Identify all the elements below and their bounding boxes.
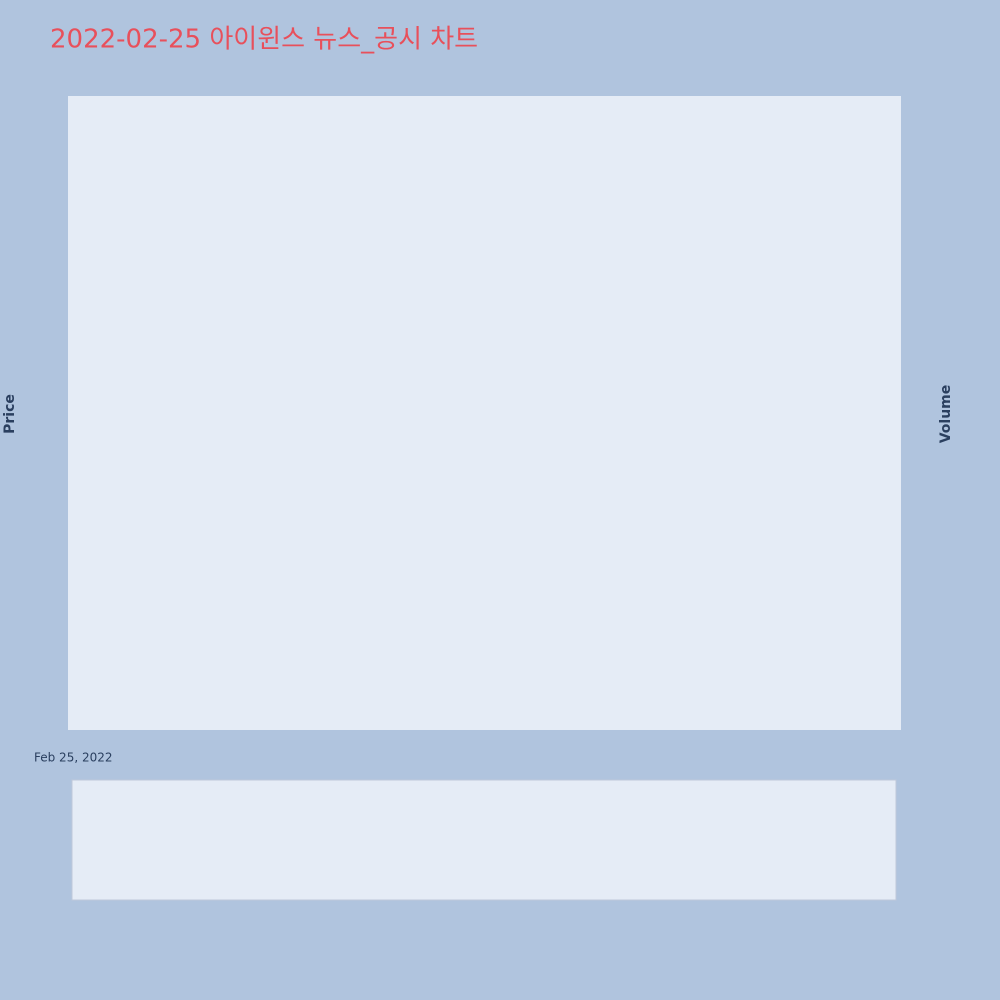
range-slider[interactable]	[71, 779, 897, 901]
chart-title: 2022-02-25 아이윈스 뉴스_공시 차트	[50, 25, 478, 55]
plot-area	[68, 96, 901, 730]
y2-axis-title: Volume	[938, 385, 954, 444]
x-date-label: Feb 25, 2022	[34, 751, 113, 765]
y-axis-title: Price	[2, 394, 18, 434]
